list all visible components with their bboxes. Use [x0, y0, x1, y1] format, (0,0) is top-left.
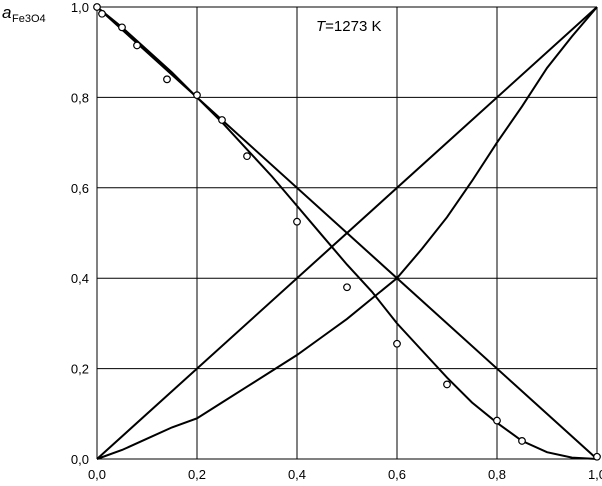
- y-axis-label: a: [2, 3, 11, 22]
- data-point: [118, 23, 126, 32]
- data-point: [443, 380, 451, 389]
- data-point: [163, 75, 171, 84]
- x-tick-label: 1,0: [588, 467, 602, 482]
- annotation-rest: =1273 K: [325, 18, 381, 35]
- y-tick-label: 0,8: [71, 90, 89, 105]
- temperature-annotation: T=1273 K: [316, 18, 381, 35]
- series-line-3: [96, 6, 598, 460]
- data-point: [218, 116, 226, 124]
- data-point: [98, 9, 106, 18]
- data-point: [593, 452, 601, 461]
- data-point: [293, 217, 301, 226]
- data-point: [133, 41, 141, 50]
- x-tick-label: 0,4: [288, 467, 306, 482]
- data-point: [518, 437, 526, 445]
- x-tick-label: 0,0: [88, 467, 106, 482]
- tick-labels: 0,0 0,2 0,4 0,6 0,8 1,0 0,0 0,2 0,4 0,6 0,8 1,0: [71, 0, 602, 482]
- y-tick-label: 0,4: [71, 271, 89, 286]
- data-point: [343, 283, 351, 292]
- x-tick-label: 0,8: [488, 467, 506, 482]
- y-axis-label-subscript: Fe3O4: [12, 13, 46, 25]
- data-point: [493, 416, 501, 425]
- x-tick-label: 0,6: [388, 467, 406, 482]
- y-tick-label: 1,0: [71, 0, 89, 15]
- grid: [96, 6, 598, 460]
- x-tick-label: 0,2: [188, 467, 206, 482]
- curves: [96, 6, 598, 460]
- data-point: [193, 91, 201, 100]
- y-tick-label: 0,6: [71, 181, 89, 196]
- data-point: [243, 152, 251, 161]
- annotation-italic: T: [316, 18, 327, 35]
- data-point: [93, 3, 101, 11]
- data-point: [393, 339, 401, 348]
- y-tick-label: 0,2: [71, 362, 89, 377]
- series-line-4: [96, 6, 598, 460]
- y-tick-label: 0,0: [71, 452, 89, 467]
- series-line-2: [96, 6, 598, 460]
- data-points: [93, 3, 601, 461]
